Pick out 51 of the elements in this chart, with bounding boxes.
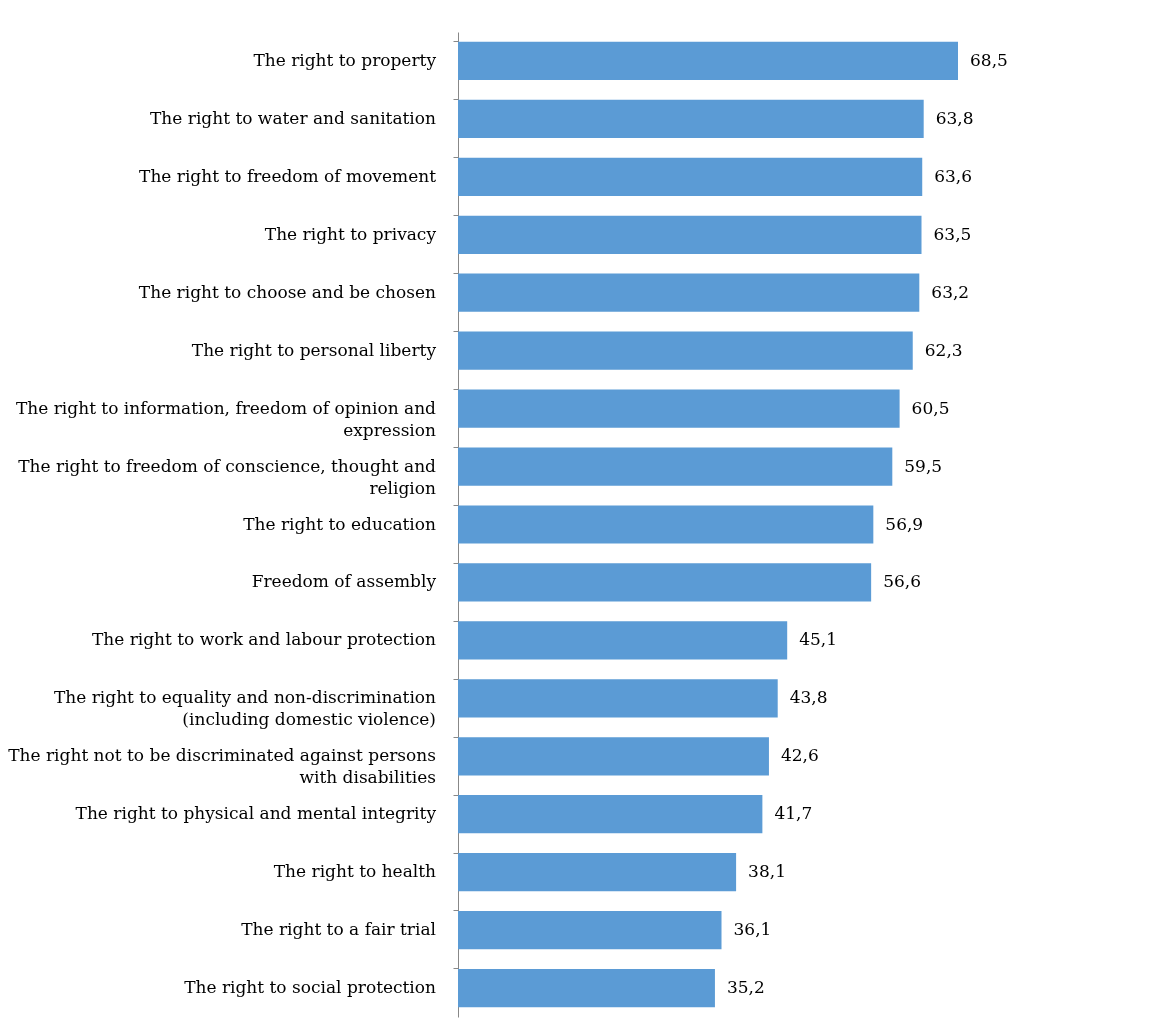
bar — [458, 563, 872, 602]
bar — [458, 331, 913, 370]
data-label: 45,1 — [799, 629, 838, 650]
bar — [458, 505, 874, 544]
bar — [458, 910, 722, 950]
bar — [458, 737, 769, 776]
bar — [458, 157, 923, 196]
data-label: 56,9 — [885, 513, 924, 534]
bar — [458, 621, 788, 660]
y-tick-label: Freedom of assembly — [251, 571, 437, 592]
y-tick-label: The right to information, freedom of opinion and expression — [15, 397, 437, 440]
data-label: 63,2 — [931, 281, 970, 302]
bar — [458, 389, 900, 428]
data-label: 63,6 — [934, 165, 973, 186]
data-label: 62,3 — [924, 339, 963, 360]
bar — [458, 853, 737, 892]
data-label: 63,8 — [935, 107, 974, 128]
data-label: 68,5 — [970, 49, 1008, 70]
y-tick-label: The right not to be discriminated against persons with disabilities — [8, 745, 436, 788]
y-tick-label: The right to privacy — [264, 223, 437, 244]
bar — [458, 99, 924, 139]
data-label: 59,5 — [904, 455, 943, 476]
bar — [458, 41, 958, 81]
y-tick-label: The right to choose and be chosen — [138, 281, 437, 302]
data-label: 43,8 — [789, 687, 828, 708]
bar — [458, 447, 893, 486]
y-tick-label: The right to water and sanitation — [150, 107, 437, 128]
y-tick-label: The right to work and labour protection — [91, 629, 437, 650]
bar — [458, 968, 715, 1008]
data-label: 42,6 — [780, 745, 819, 766]
y-tick-label: The right to social protection — [184, 977, 437, 998]
bar — [458, 679, 778, 718]
data-label: 56,6 — [883, 571, 921, 592]
y-tick-label: The right to equality and non-discrimination (including domestic violence) — [53, 687, 437, 730]
y-tick-label: The right to education — [243, 513, 437, 534]
data-label: 63,5 — [933, 223, 972, 244]
y-tick-label: The right to personal liberty — [191, 339, 437, 360]
y-tick-label: The right to freedom of movement — [139, 165, 437, 186]
y-tick-label: The right to physical and mental integrity — [75, 803, 437, 824]
data-label: 35,2 — [726, 977, 765, 998]
y-tick-label: The right to health — [273, 861, 437, 882]
y-tick-label: The right to a fair trial — [241, 919, 436, 940]
data-label: 36,1 — [733, 919, 772, 940]
y-tick-label: The right to property — [253, 49, 437, 70]
bar — [458, 215, 922, 254]
data-label: 41,7 — [774, 803, 813, 824]
bar — [458, 273, 920, 312]
data-label: 38,1 — [748, 861, 786, 882]
data-label: 60,5 — [911, 397, 950, 418]
y-tick-label: The right to freedom of conscience, thought and religion — [18, 455, 437, 498]
bar — [458, 795, 763, 834]
